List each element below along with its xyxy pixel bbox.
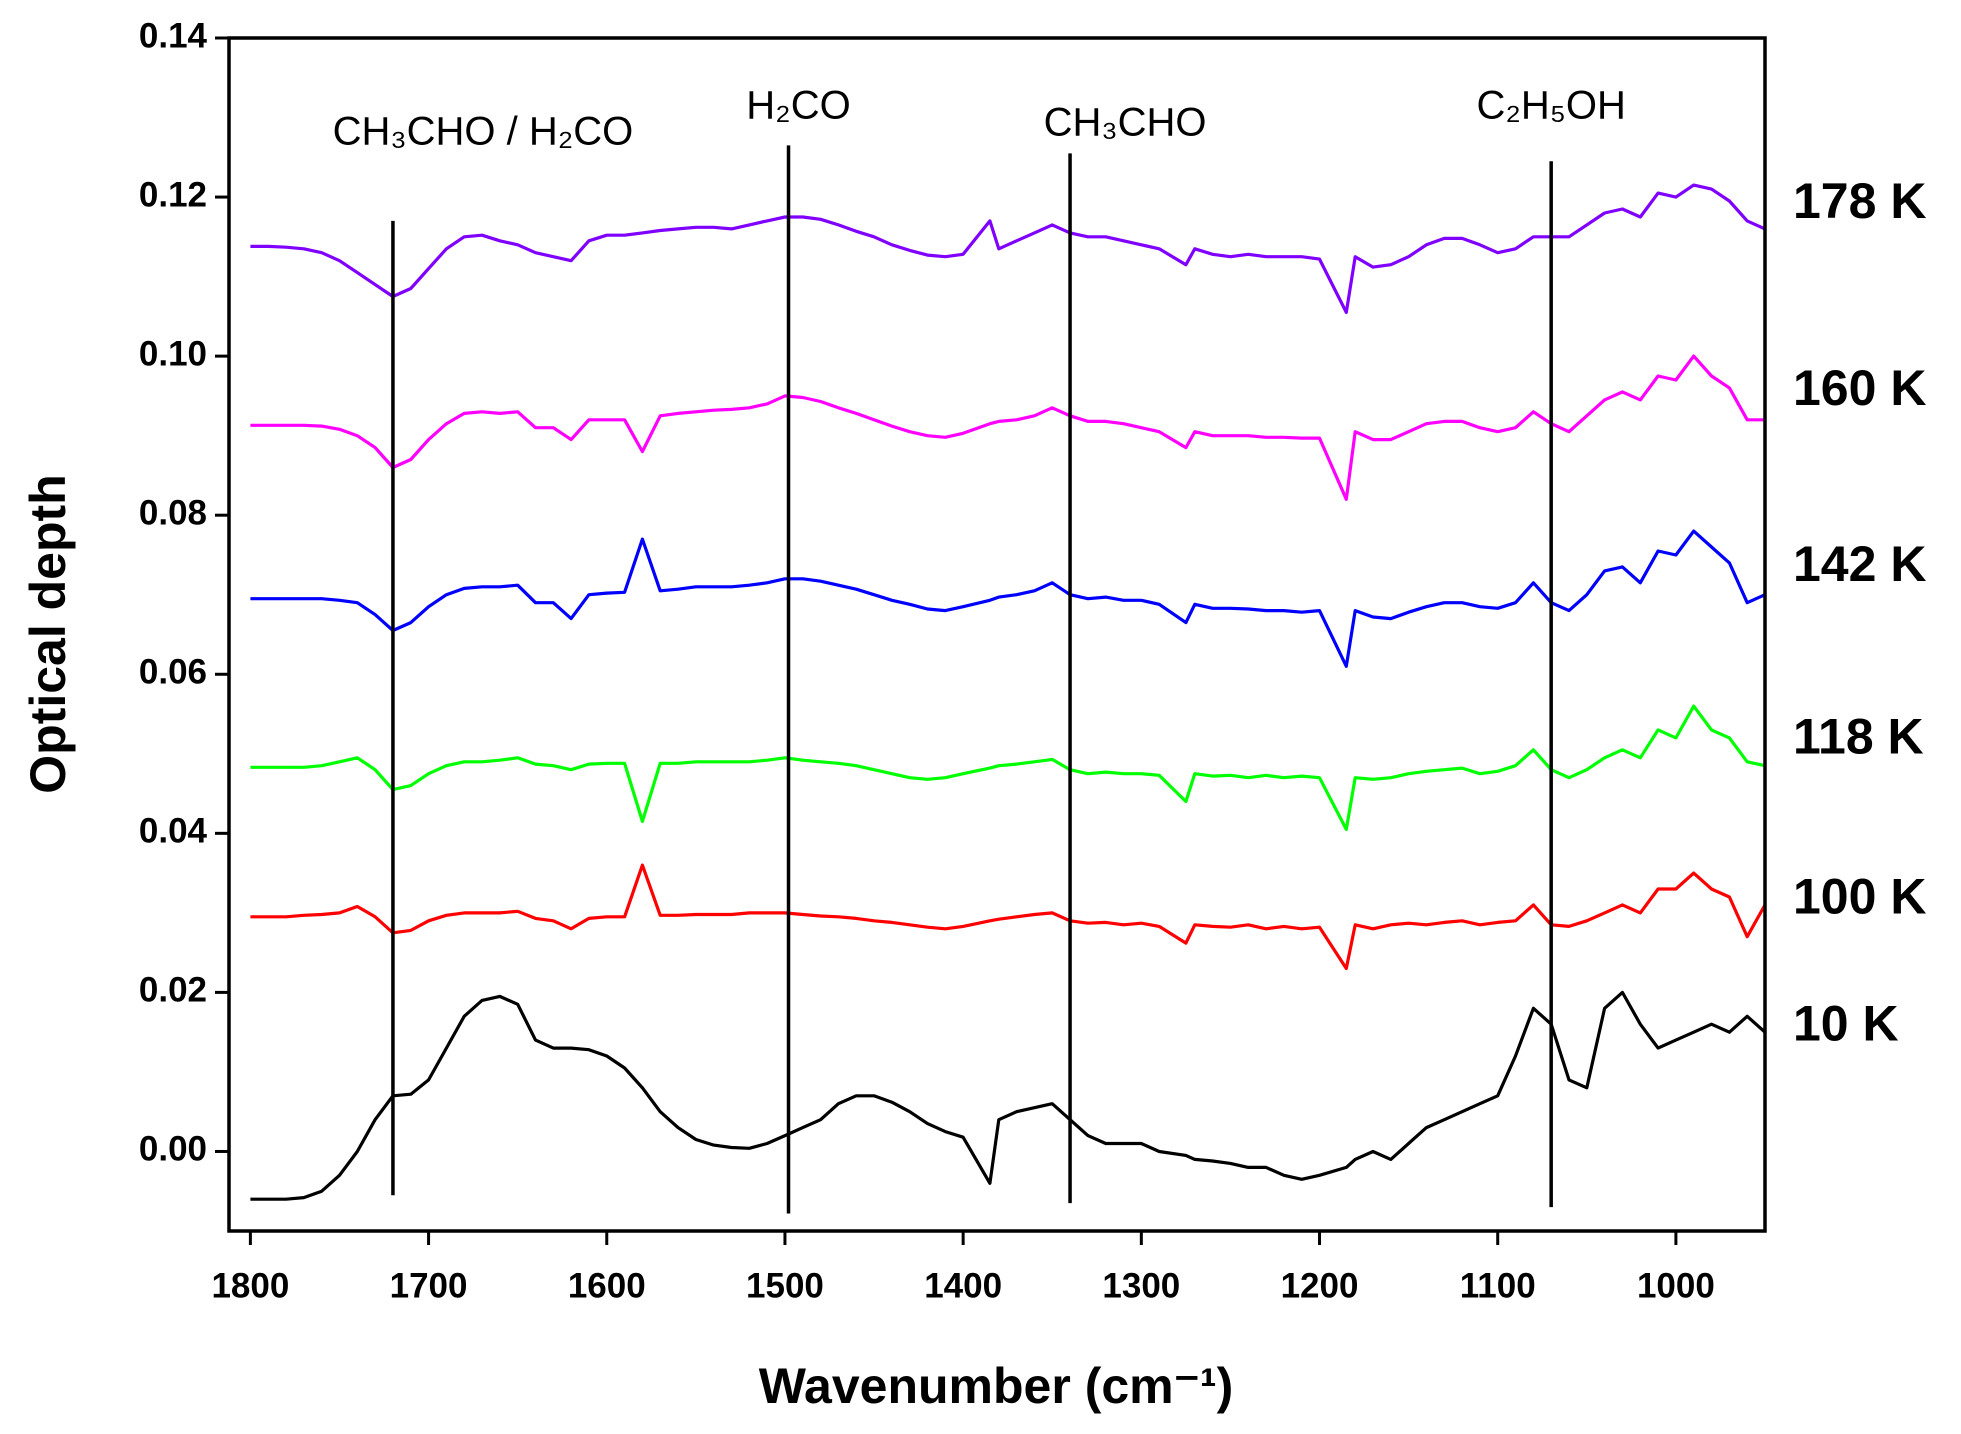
- series-label: 10 K: [1793, 996, 1899, 1052]
- plot-frame: [227, 36, 1767, 1233]
- y-tick-label: 0.04: [139, 812, 208, 851]
- x-tick-label: 1300: [1102, 1266, 1180, 1305]
- y-tick-label: 0.06: [139, 653, 207, 692]
- y-tick-label: 0.08: [139, 493, 207, 532]
- x-tick-label: 1700: [390, 1266, 468, 1305]
- y-axis-title: Optical depth: [20, 474, 76, 793]
- series-label: 160 K: [1793, 360, 1926, 416]
- series-line: [250, 183, 1766, 314]
- x-tick-label: 1500: [746, 1266, 824, 1305]
- series-line: [250, 863, 1767, 971]
- series-line: [250, 354, 1765, 501]
- y-tick-label: 0.00: [139, 1130, 207, 1169]
- y-tick-label: 0.10: [139, 334, 207, 373]
- x-tick-label: 1000: [1637, 1266, 1715, 1305]
- annotation-label: C₂H₅OH: [1476, 84, 1625, 128]
- x-tick-label: 1600: [568, 1266, 646, 1305]
- series-label: 118 K: [1793, 708, 1924, 764]
- y-tick-label: 0.02: [139, 971, 207, 1010]
- x-axis-title: Wavenumber (cm⁻¹): [759, 1358, 1234, 1414]
- series-label: 100 K: [1793, 868, 1926, 924]
- x-tick-label: 1400: [924, 1266, 1002, 1305]
- annotation-label: H₂CO: [746, 84, 850, 128]
- y-tick-label: 0.14: [139, 16, 208, 55]
- series-label: 178 K: [1793, 173, 1926, 229]
- series-line: [250, 704, 1766, 831]
- series-line: [250, 529, 1766, 668]
- series-label: 142 K: [1793, 536, 1926, 592]
- series-line: [250, 990, 1767, 1201]
- y-tick-label: 0.12: [139, 175, 207, 214]
- annotation-label: CH₃CHO / H₂CO: [333, 110, 634, 154]
- x-tick-label: 1200: [1281, 1266, 1359, 1305]
- x-tick-label: 1100: [1460, 1266, 1536, 1305]
- x-tick-label: 1800: [211, 1266, 289, 1305]
- annotation-label: CH₃CHO: [1044, 101, 1207, 145]
